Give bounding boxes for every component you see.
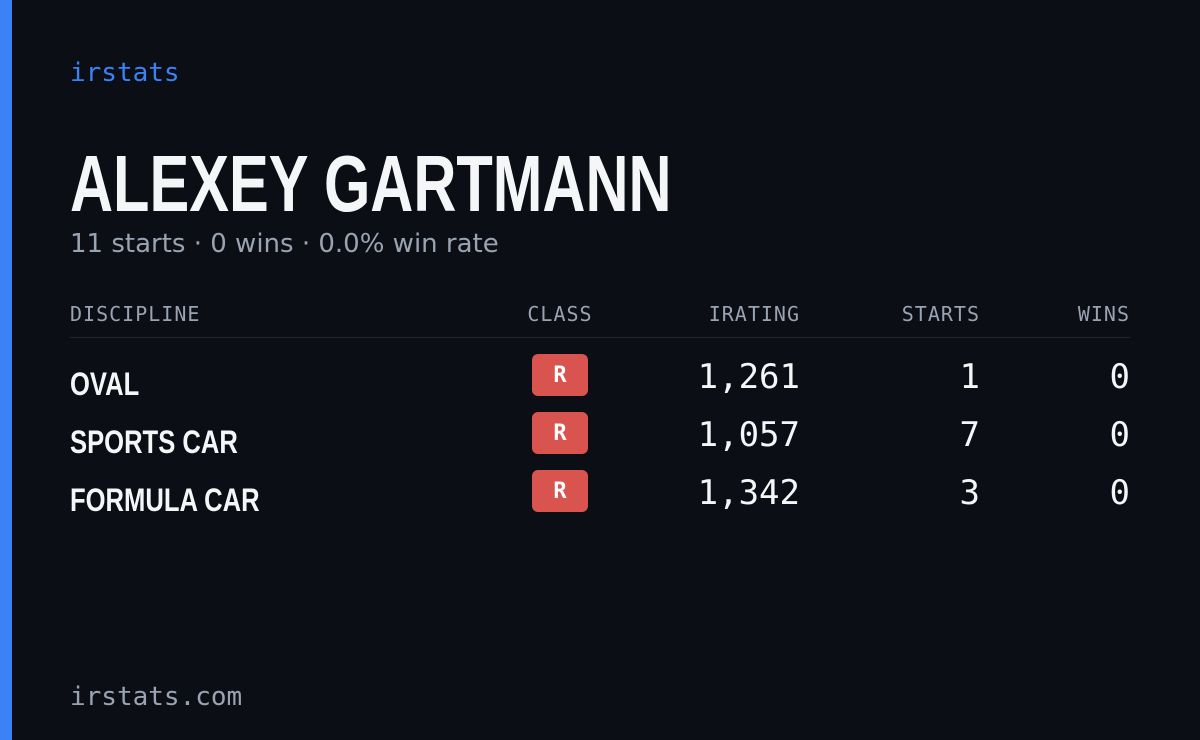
discipline: FORMULA CAR bbox=[70, 482, 260, 518]
irating: 1,342 bbox=[697, 473, 800, 513]
wins: 0 bbox=[1109, 415, 1130, 455]
wins: 0 bbox=[1109, 357, 1130, 397]
column-header: STARTS bbox=[901, 302, 980, 326]
footer: irstats.com bbox=[70, 682, 243, 712]
starts: 1 bbox=[959, 357, 980, 397]
driver-name: ALEXEY GARTMANN bbox=[70, 139, 672, 228]
column-header: IRATING bbox=[708, 302, 800, 326]
column-header: WINS bbox=[1077, 302, 1130, 326]
accent-bar bbox=[0, 0, 12, 740]
starts: 7 bbox=[959, 415, 980, 455]
brand: irstats bbox=[70, 58, 180, 88]
column-header: CLASS bbox=[527, 302, 593, 326]
column-header: DISCIPLINE bbox=[70, 302, 201, 326]
class-badge: R bbox=[532, 470, 588, 512]
class-badge: R bbox=[532, 412, 588, 454]
discipline: SPORTS CAR bbox=[70, 424, 238, 460]
header-rule bbox=[70, 337, 1130, 338]
irating: 1,057 bbox=[697, 415, 800, 455]
class-badge: R bbox=[532, 354, 588, 396]
driver-summary: 11 starts · 0 wins · 0.0% win rate bbox=[70, 229, 499, 259]
starts: 3 bbox=[959, 473, 980, 513]
discipline: OVAL bbox=[70, 366, 140, 402]
wins: 0 bbox=[1109, 473, 1130, 513]
irating: 1,261 bbox=[697, 357, 800, 397]
